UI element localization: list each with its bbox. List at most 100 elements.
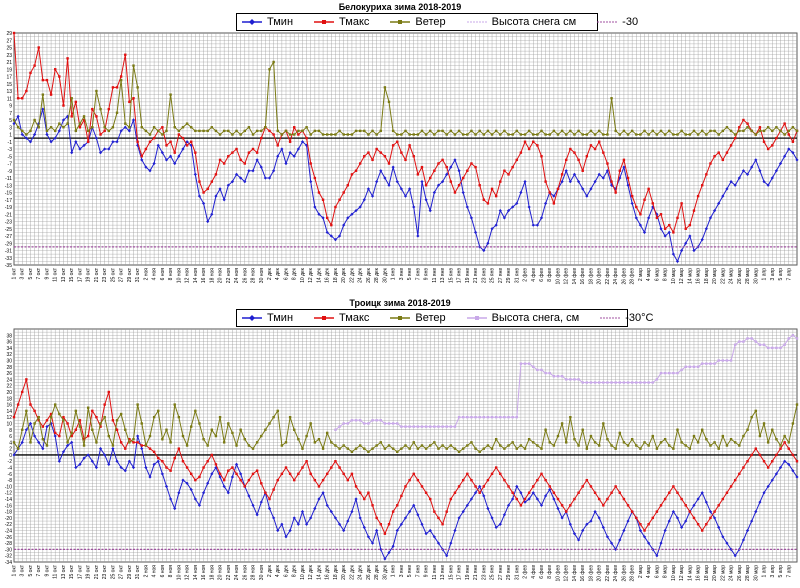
point-tmax [420, 165, 424, 169]
point-tmax [655, 216, 659, 220]
point-tmin [131, 118, 136, 122]
point-wind [334, 444, 337, 447]
point-tmax [400, 151, 403, 154]
point-tmin [729, 180, 733, 184]
point-snow [668, 371, 671, 375]
point-tmin [486, 506, 490, 511]
point-tmax [317, 485, 321, 488]
point-tmax [424, 184, 428, 187]
point-tmax [540, 472, 543, 476]
x-tick-label: 2 дек [267, 267, 273, 280]
point-tmin [531, 491, 535, 495]
x-tick-label: 23 окт [102, 564, 108, 579]
point-tmax [74, 428, 78, 431]
point-tmin [416, 513, 420, 517]
point-wind [593, 441, 597, 444]
y-tick-label: -16 [5, 503, 12, 509]
x-tick-label: 26 ноя [242, 565, 248, 580]
point-wind [173, 403, 176, 406]
x-tick-label: 3 окт [20, 564, 26, 576]
x-tick-label: 24 ноя [234, 268, 240, 283]
point-wind [321, 447, 325, 450]
point-wind [16, 126, 20, 129]
point-wind [37, 126, 40, 129]
point-snow [334, 428, 337, 431]
point-wind [655, 133, 659, 136]
point-tmax [515, 158, 518, 162]
point-wind [70, 431, 73, 435]
point-tmax [363, 497, 366, 501]
point-tmax [358, 162, 362, 165]
point-wind [758, 129, 762, 133]
point-tmin [177, 154, 181, 158]
point-wind [251, 447, 255, 450]
y-tick-label: -9 [8, 169, 13, 175]
x-tick-label: 18 ноя [209, 565, 215, 580]
point-wind [58, 412, 61, 416]
point-wind [161, 133, 164, 136]
x-tick-label: 22 ноя [226, 565, 232, 580]
point-wind [639, 133, 642, 136]
x-tick-label: 26 мар [737, 565, 743, 581]
x-tick-label: 10 фев [555, 268, 561, 285]
point-snow [457, 415, 461, 419]
point-tmin [473, 491, 478, 495]
point-snow [441, 425, 444, 428]
point-tmin [33, 132, 37, 137]
x-tick-label: 14 дек [316, 564, 322, 580]
x-tick-label: 7 апр [786, 565, 792, 578]
point-tmin [251, 169, 255, 173]
point-snow [585, 381, 589, 384]
x-tick-label: 12 фев [564, 268, 570, 285]
point-wind [54, 403, 57, 406]
point-wind [606, 133, 609, 136]
point-wind [181, 126, 185, 129]
legend-swatch-wind [390, 316, 411, 320]
point-wind [136, 403, 139, 406]
x-tick-label: 24 мар [729, 268, 735, 284]
point-tmax [771, 460, 774, 463]
point-wind [391, 447, 395, 450]
point-tmax [684, 227, 687, 230]
point-snow [461, 415, 465, 419]
point-wind [383, 447, 387, 450]
point-tmax [41, 425, 45, 428]
point-tmin [70, 151, 74, 155]
point-wind [41, 93, 45, 96]
legend-label: -30 [622, 16, 639, 28]
point-tmin [329, 234, 333, 238]
point-tmin [226, 183, 230, 187]
y-tick-label: 12 [6, 415, 12, 421]
point-wind [511, 133, 514, 136]
point-tmin [420, 180, 424, 184]
x-tick-label: 20 дек [341, 564, 347, 580]
y-tick-label: -19 [5, 205, 12, 211]
x-tick-label: 4 фев [531, 565, 537, 579]
point-wind [334, 133, 337, 136]
y-tick-label: 32 [6, 352, 12, 358]
point-tmax [21, 390, 24, 394]
point-tmax [593, 491, 597, 494]
point-tmin [16, 114, 20, 118]
point-snow [354, 419, 358, 422]
point-wind [622, 129, 626, 133]
y-tick-label: -22 [5, 522, 12, 528]
point-tmin [762, 491, 766, 495]
point-wind [136, 86, 139, 89]
x-tick-label: 3 апр [770, 268, 776, 281]
x-tick-label: 12 мар [679, 268, 685, 284]
point-tmax [577, 158, 580, 162]
point-wind [466, 444, 469, 447]
point-snow [404, 425, 407, 428]
point-wind [45, 444, 49, 447]
point-wind [400, 133, 403, 136]
point-tmax [412, 472, 415, 476]
point-wind [511, 441, 514, 444]
point-tmin [160, 472, 164, 476]
point-wind [309, 133, 312, 136]
point-tmax [111, 86, 115, 89]
point-wind [606, 438, 609, 441]
point-wind [49, 415, 53, 419]
point-snow [565, 378, 568, 381]
point-tmin [729, 547, 733, 552]
